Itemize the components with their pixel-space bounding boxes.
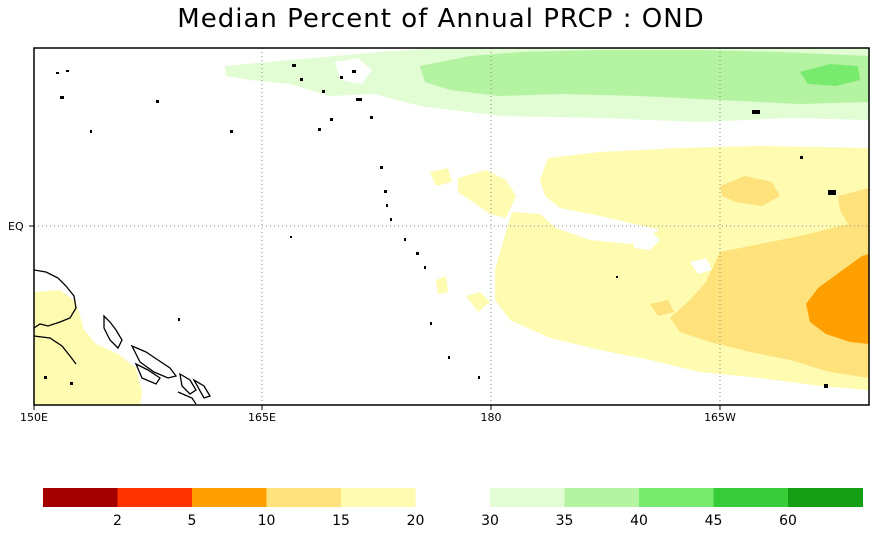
x-tick-label: 165W	[704, 411, 736, 424]
bougainville	[130, 344, 178, 379]
green-strong-patch	[800, 64, 860, 86]
island	[616, 276, 618, 278]
island	[380, 166, 383, 169]
green-mid-band	[420, 50, 869, 104]
colorbar-swatch	[117, 488, 193, 507]
x-tick-label: 165E	[248, 411, 276, 424]
yellow-pale-patch-3	[466, 292, 490, 312]
colorbar-swatch	[788, 488, 863, 507]
x-tick-label: 150E	[20, 411, 48, 424]
island	[478, 376, 480, 379]
island	[424, 266, 426, 269]
island	[824, 384, 828, 388]
precip-fields	[34, 48, 869, 405]
colorbar-label: 60	[779, 513, 797, 529]
island	[404, 238, 406, 241]
island	[800, 156, 803, 159]
x-tick-label: 180	[481, 411, 502, 424]
colorbar-label: 20	[407, 513, 425, 529]
yellow-pale-patch-4	[436, 276, 448, 294]
island	[340, 76, 343, 79]
island	[430, 322, 432, 325]
island	[386, 204, 388, 207]
colorbar-swatch	[43, 488, 118, 507]
tick-marks	[29, 225, 721, 410]
island	[828, 190, 836, 195]
island	[752, 110, 760, 114]
new-guinea-coast	[34, 269, 77, 329]
yellow-region	[670, 220, 869, 378]
island	[292, 64, 296, 67]
colorbar-label: 5	[188, 513, 197, 529]
island	[356, 98, 362, 101]
solomon-1	[134, 362, 161, 385]
colorbar-label: 40	[630, 513, 648, 529]
colorbar-label: 30	[481, 513, 499, 529]
colorbar-swatch	[639, 488, 714, 507]
yellow-pale-patch-2	[430, 168, 452, 186]
island	[448, 356, 450, 359]
colorbar-label: 35	[556, 513, 574, 529]
island	[66, 70, 69, 72]
solomon-2	[179, 372, 197, 395]
yellow-patch-ne	[720, 176, 780, 206]
island	[70, 382, 73, 385]
island	[300, 78, 303, 81]
island	[318, 128, 321, 131]
colorbar-label: 15	[332, 513, 350, 529]
colorbar-swatch	[266, 488, 342, 507]
colorbar: 2 5 10 15 20 30 35 40 45 60	[43, 488, 863, 529]
solomon-4	[177, 391, 197, 405]
island	[322, 90, 325, 93]
island	[390, 218, 392, 221]
coastlines	[34, 269, 211, 405]
solomon-3	[192, 378, 211, 399]
orange-region	[806, 254, 869, 344]
colorbar-label: 45	[705, 513, 723, 529]
island	[90, 130, 92, 133]
yellow-pale-southwest	[34, 290, 142, 405]
yellow-pale-patch-1	[458, 170, 516, 218]
map-title: Median Percent of Annual PRCP : OND	[177, 4, 705, 34]
colorbar-label: 10	[258, 513, 276, 529]
island	[156, 100, 159, 103]
island	[56, 72, 59, 74]
colorbar-swatch	[341, 488, 416, 507]
island	[230, 130, 233, 133]
island	[178, 318, 180, 321]
yellow-patch-e	[838, 188, 869, 228]
island	[44, 376, 47, 379]
colorbar-swatch	[564, 488, 640, 507]
new-guinea-coast-2	[34, 335, 77, 365]
y-tick-label: EQ	[8, 220, 24, 233]
island	[330, 118, 333, 121]
island	[290, 236, 292, 238]
colorbar-swatch	[713, 488, 789, 507]
colorbar-swatch	[490, 488, 565, 507]
yellow-patch-mid	[650, 300, 674, 316]
new-britain	[103, 314, 123, 350]
island	[384, 190, 387, 193]
colorbar-swatch	[415, 488, 491, 507]
island	[416, 252, 419, 255]
island	[60, 96, 64, 99]
colorbar-label: 2	[113, 513, 122, 529]
white-hole-east-2	[690, 258, 712, 274]
island	[370, 116, 373, 119]
small-islands	[44, 64, 836, 388]
colorbar-swatch	[192, 488, 267, 507]
white-hole-east	[632, 230, 660, 250]
island	[352, 70, 356, 73]
